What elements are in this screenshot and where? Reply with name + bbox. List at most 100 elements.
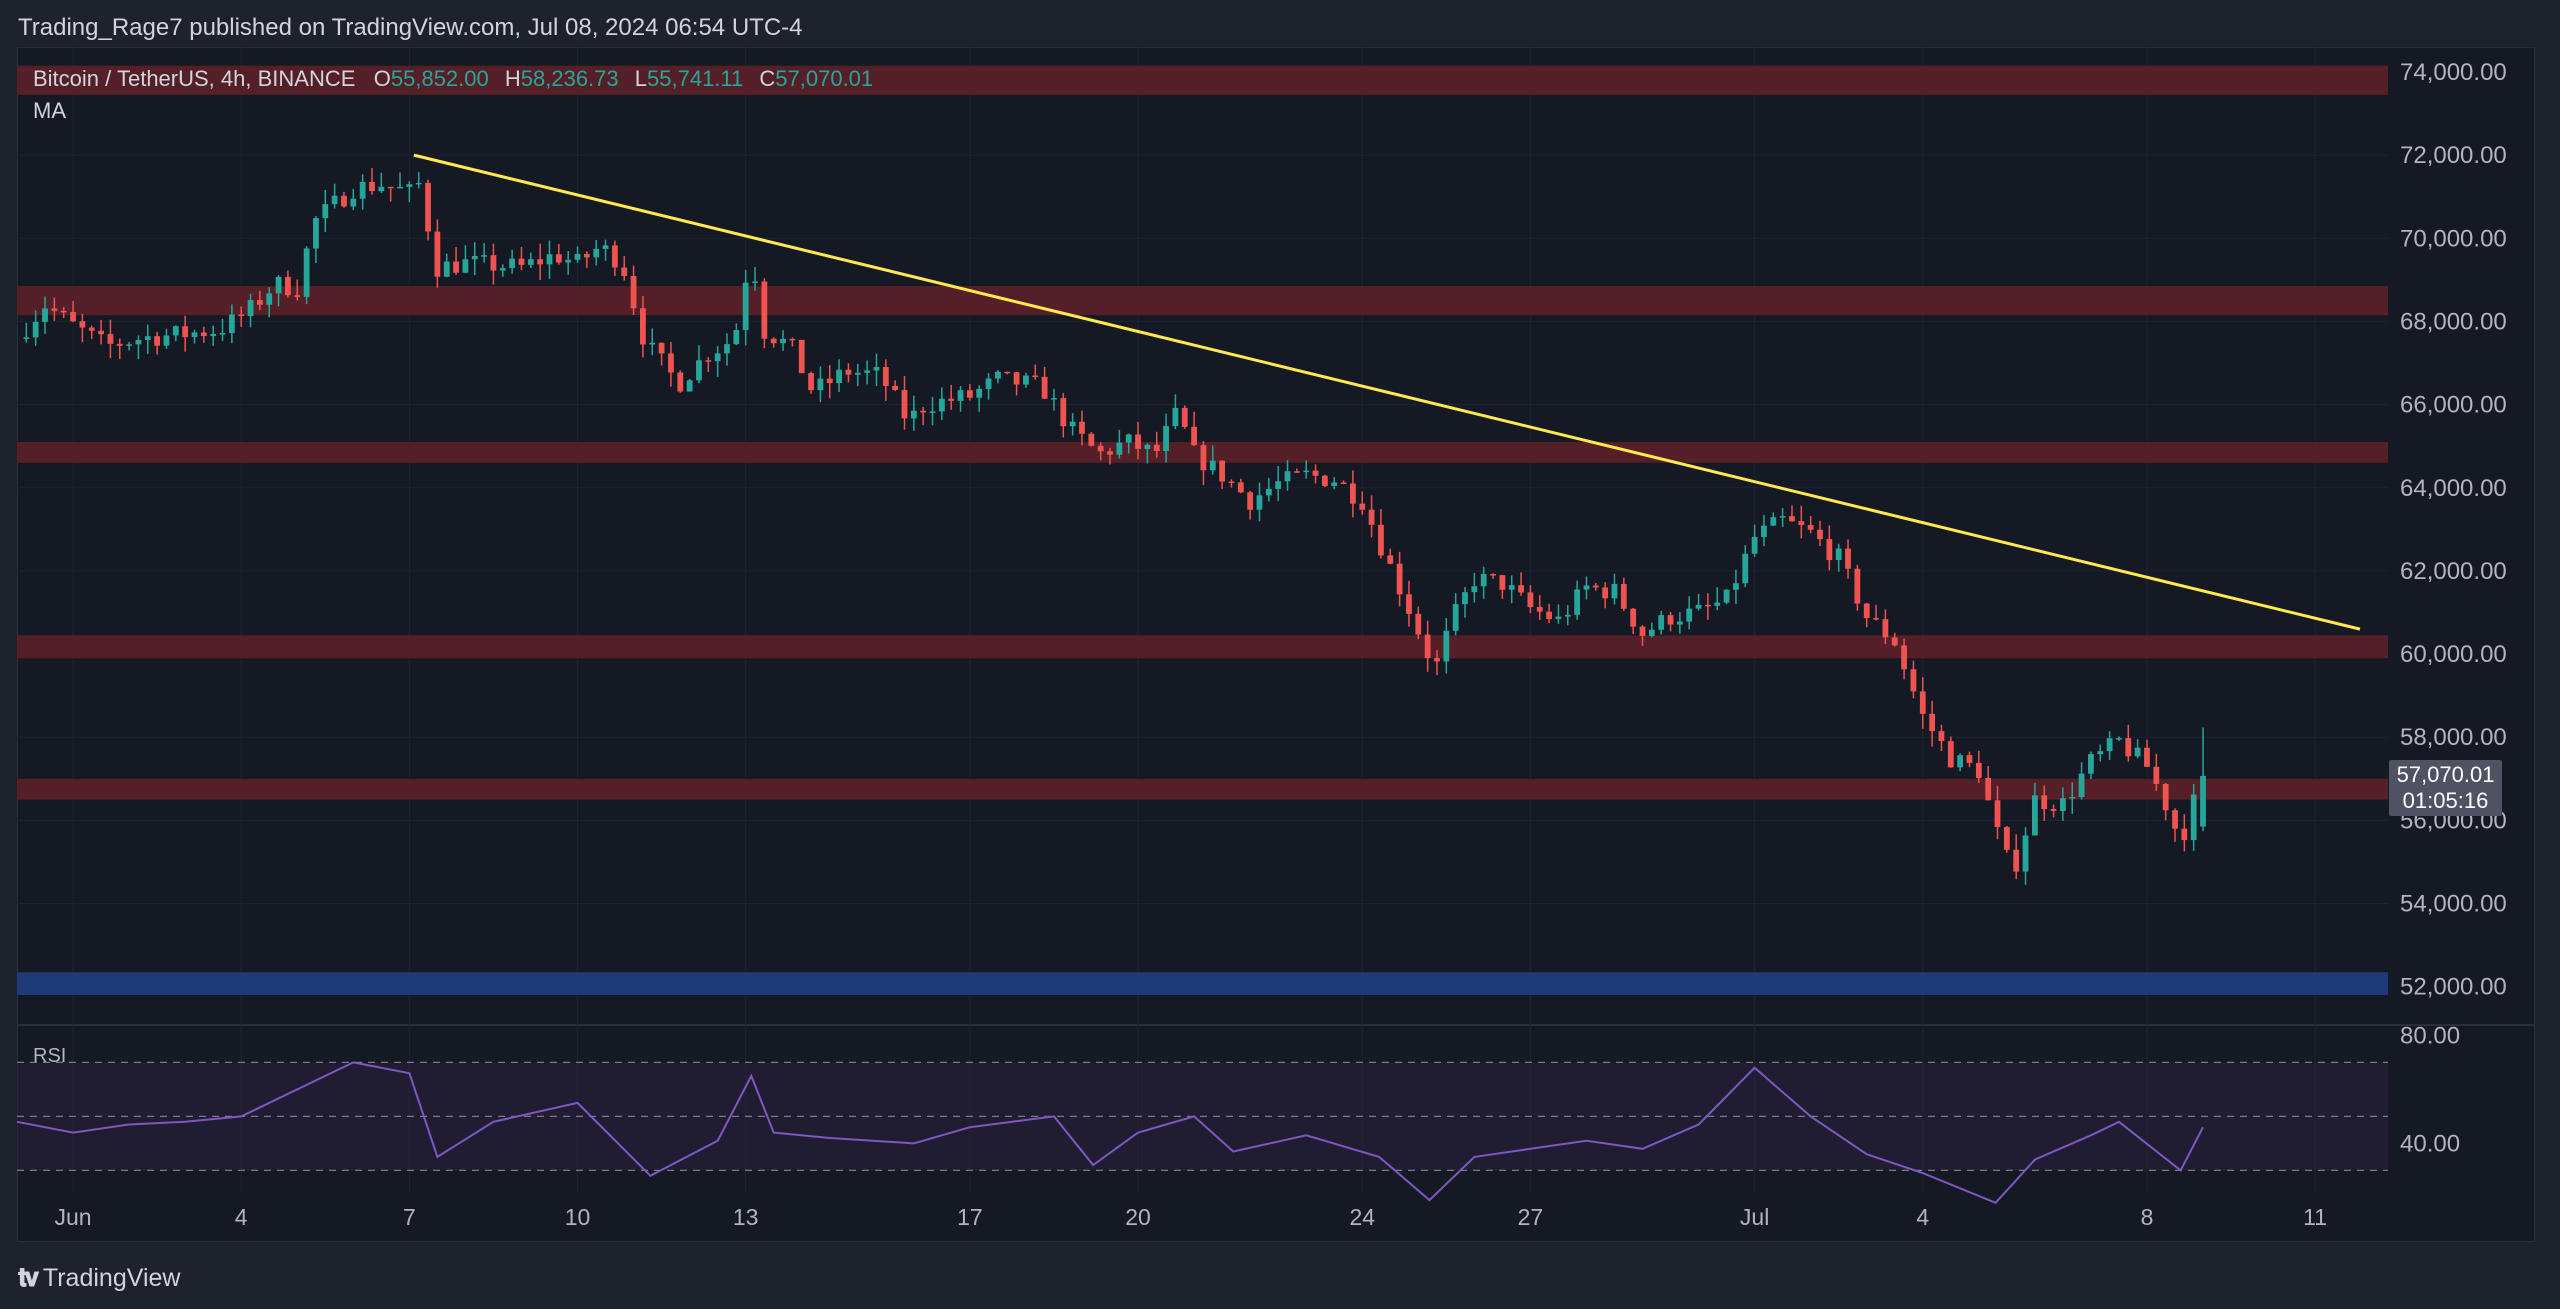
- candle-body: [882, 367, 889, 386]
- candle-body: [920, 410, 927, 413]
- candle-body: [1088, 433, 1095, 446]
- candle-body: [1368, 509, 1375, 525]
- high-label: H: [504, 66, 521, 91]
- candle-body: [892, 385, 899, 391]
- price-tick-label: 62,000.00: [2400, 558, 2507, 585]
- candle-body: [60, 310, 67, 313]
- candle-body: [434, 231, 441, 277]
- candle-body: [275, 276, 282, 294]
- candle-body: [761, 281, 768, 339]
- candle-body: [854, 372, 861, 375]
- candle-body: [845, 369, 852, 375]
- candle-body: [2003, 827, 2010, 850]
- candle-body: [98, 330, 104, 335]
- candle-body: [705, 360, 712, 362]
- candle-body: [1303, 470, 1310, 473]
- candle-body: [1125, 434, 1132, 443]
- rsi-line: [16, 1061, 2204, 1204]
- ma-indicator-label[interactable]: MA: [33, 98, 66, 123]
- candle-body: [32, 321, 39, 338]
- candle-body: [481, 255, 487, 257]
- candle-body: [1817, 529, 1823, 540]
- grid-lines: [17, 47, 2535, 1192]
- candle-body: [1452, 604, 1459, 631]
- symbol-label[interactable]: Bitcoin / TetherUS, 4h, BINANCE: [33, 66, 356, 91]
- low-label: L: [634, 66, 648, 91]
- candle-body: [2144, 747, 2150, 767]
- candle-body: [798, 339, 805, 374]
- candle-body: [116, 343, 123, 346]
- candle-body: [1863, 603, 1870, 619]
- candle-body: [1097, 445, 1104, 452]
- candle-body: [1116, 442, 1123, 455]
- candle-body: [1546, 611, 1552, 620]
- candle-body: [966, 390, 973, 398]
- candle-body: [1293, 471, 1300, 473]
- price-tick-label: 58,000.00: [2400, 724, 2507, 751]
- price-axis: 74,000.00 72,000.00 70,000.00 68,000.00 66,0…: [2400, 59, 2507, 1001]
- candle-body: [285, 276, 291, 296]
- candle-body: [1854, 568, 1861, 604]
- candle-body: [51, 308, 58, 311]
- time-tick-label: Jul: [1740, 1204, 1769, 1230]
- candle-body: [238, 314, 245, 317]
- candle-body: [182, 326, 189, 338]
- candle-body: [1172, 407, 1179, 427]
- candle-body: [976, 388, 983, 398]
- candle-body: [88, 327, 95, 331]
- candle-body: [1013, 372, 1020, 385]
- candle-body: [1321, 475, 1328, 486]
- rsi-indicator-label[interactable]: RSI: [33, 1045, 67, 1067]
- candle-body: [565, 259, 572, 263]
- candle-body: [640, 308, 646, 345]
- candle-body: [191, 332, 198, 338]
- candle-body: [611, 245, 618, 268]
- candle-body: [770, 338, 777, 344]
- candle-body: [1620, 583, 1627, 609]
- time-tick-label: 7: [403, 1204, 416, 1230]
- candle-body: [780, 338, 786, 344]
- candle-body: [107, 334, 114, 344]
- trendline-layer: [413, 153, 2361, 631]
- candle-body: [256, 300, 263, 305]
- low-value: 55,741.11: [647, 66, 744, 91]
- time-tick-label: 17: [957, 1204, 983, 1230]
- candle-body: [378, 186, 385, 192]
- candle-body: [1023, 375, 1029, 385]
- candle-body: [2153, 766, 2160, 784]
- candle-body: [1751, 536, 1758, 554]
- tradingview-logo[interactable]: 𝐭𝐯 TradingView: [18, 1262, 180, 1294]
- candle-body: [1919, 691, 1926, 714]
- candle-body: [1686, 608, 1693, 622]
- candle-body: [1826, 539, 1833, 561]
- candle-body: [219, 333, 226, 335]
- candle-body: [593, 248, 600, 258]
- candle-body: [1742, 553, 1749, 584]
- candle-body: [1592, 585, 1599, 588]
- candle-body: [1873, 618, 1879, 620]
- candle-body: [658, 342, 665, 354]
- tradingview-logo-icon: 𝐭𝐯: [18, 1262, 39, 1292]
- time-tick-label: 24: [1349, 1204, 1375, 1230]
- candle-body: [1583, 585, 1590, 590]
- time-tick-label: 13: [733, 1204, 759, 1230]
- candle-body: [2078, 773, 2085, 798]
- candle-body: [1910, 669, 1917, 692]
- candle-body: [2050, 809, 2057, 811]
- candle-body: [1378, 524, 1384, 556]
- candle-body: [126, 344, 133, 346]
- candle-body: [546, 254, 553, 265]
- candle-body: [864, 370, 871, 373]
- high-value: 58,236.73: [520, 66, 619, 91]
- candle-body: [369, 181, 375, 192]
- candle-body: [1340, 482, 1347, 484]
- candle-body: [2162, 783, 2169, 811]
- candle-body: [1424, 634, 1431, 659]
- candle-body: [1041, 376, 1048, 399]
- candle-body: [1191, 426, 1197, 446]
- candle-body: [443, 261, 450, 277]
- candle-body: [583, 253, 590, 258]
- candle-body: [1807, 525, 1814, 530]
- candle-body: [2060, 798, 2066, 811]
